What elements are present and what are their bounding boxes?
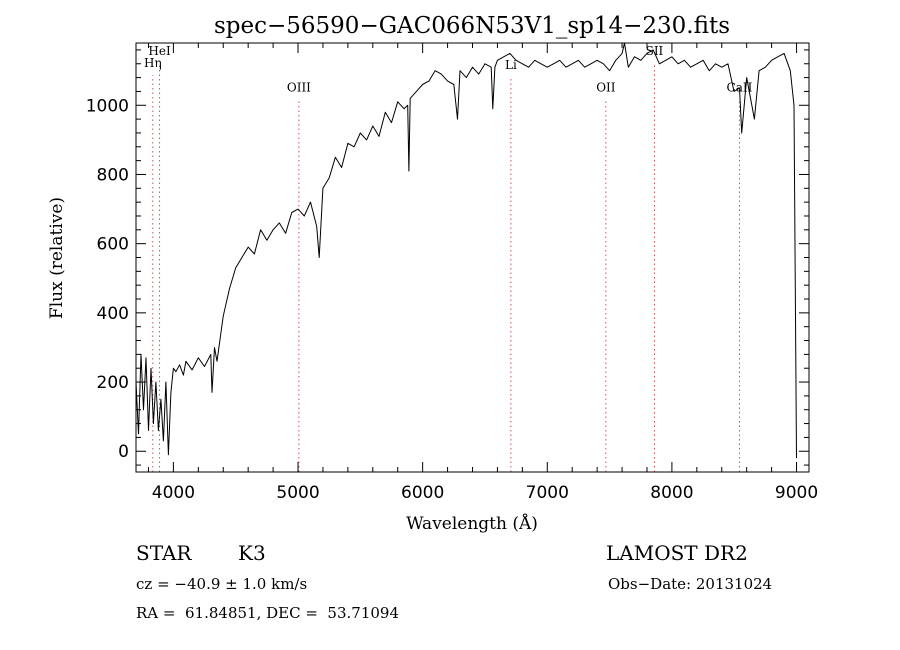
x-tick-label: 9000 (775, 483, 818, 503)
spectral-line-hei: HeI (148, 44, 171, 472)
survey-name: LAMOST DR2 (606, 541, 748, 565)
y-tick-label: 600 (97, 235, 129, 255)
y-tick-label: 1000 (86, 96, 129, 116)
chart-title: spec−56590−GAC066N53V1_sp14−230.fits (214, 13, 730, 39)
spectral-line-h: Hη (144, 56, 162, 472)
y-tick-label: 800 (97, 165, 129, 185)
spectral-line-label: SII (646, 44, 664, 58)
spectral-line-label: OII (596, 80, 616, 94)
x-tick-label: 7000 (526, 483, 569, 503)
spectral-line-li: Li (505, 58, 517, 472)
y-tick-label: 400 (97, 304, 129, 324)
object-subclass: K3 (238, 541, 266, 565)
x-tick-label: 8000 (650, 483, 693, 503)
observation-date: Obs−Date: 20131024 (608, 575, 773, 593)
plot-frame (135, 42, 810, 473)
x-axis-label: Wavelength (Å) (406, 513, 538, 534)
spectral-line-oii: OII (596, 80, 616, 472)
spectral-line-label: Li (505, 58, 517, 72)
spectral-line-label: HeI (148, 44, 171, 58)
y-tick-label: 200 (97, 373, 129, 393)
object-class: STAR (136, 541, 192, 565)
x-tick-label: 5000 (276, 483, 319, 503)
spectral-line-sii: SII (646, 44, 664, 472)
spectral-line-label: Hη (144, 56, 162, 70)
sky-coordinates: RA = 61.84851, DEC = 53.71094 (136, 604, 400, 622)
y-axis-label: Flux (relative) (47, 197, 67, 319)
redshift-value: cz = −40.9 ± 1.0 km/s (136, 575, 308, 593)
x-tick-label: 6000 (401, 483, 444, 503)
axes: 4000 5000 6000 7000 8000 9000 0 200 400 600 800 100… (86, 43, 818, 503)
spectral-line-label: OIII (287, 80, 311, 94)
y-tick-label: 0 (118, 442, 129, 462)
spectral-line-caii: CaII (727, 80, 753, 472)
x-tick-label: 4000 (152, 483, 195, 503)
spectral-line-oiii: OIII (287, 80, 311, 472)
spectrum-series-line (135, 42, 797, 459)
